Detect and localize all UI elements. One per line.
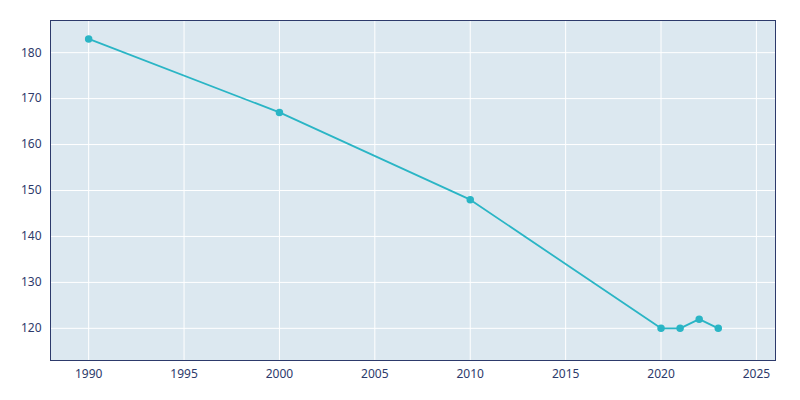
svg-text:2015: 2015 — [552, 365, 580, 382]
svg-text:2020: 2020 — [647, 365, 675, 382]
svg-text:1990: 1990 — [75, 365, 103, 382]
svg-text:170: 170 — [21, 89, 42, 106]
svg-text:130: 130 — [21, 273, 42, 290]
svg-text:120: 120 — [21, 319, 42, 336]
svg-text:160: 160 — [21, 135, 42, 152]
svg-text:2000: 2000 — [266, 365, 294, 382]
svg-text:2025: 2025 — [743, 365, 771, 382]
svg-text:150: 150 — [21, 181, 42, 198]
svg-text:140: 140 — [21, 227, 42, 244]
svg-text:2010: 2010 — [457, 365, 485, 382]
svg-text:180: 180 — [21, 44, 42, 61]
svg-text:1995: 1995 — [170, 365, 198, 382]
svg-text:2005: 2005 — [361, 365, 389, 382]
